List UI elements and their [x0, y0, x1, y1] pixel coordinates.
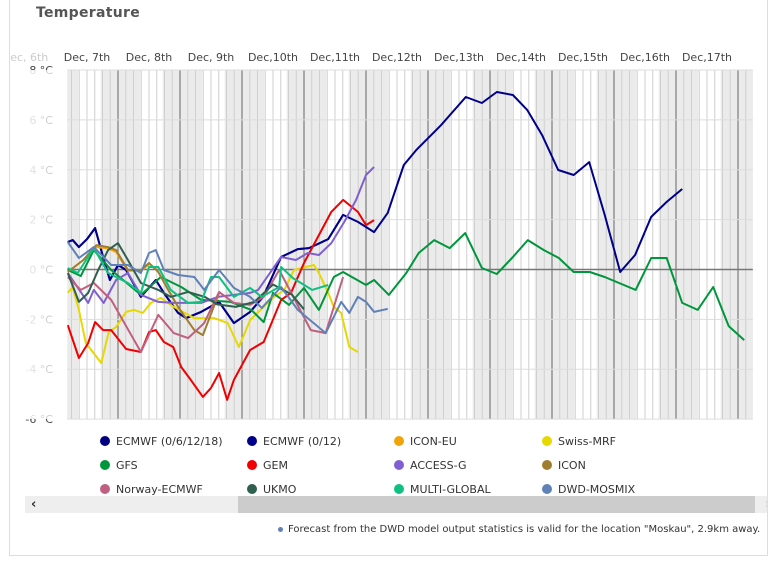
legend-item[interactable]: DWD-MOSMIX [542, 482, 635, 496]
x-tick-label: Dec, 6th [10, 51, 48, 64]
legend-item[interactable]: GEM [247, 458, 288, 472]
legend-item[interactable]: Swiss-MRF [542, 434, 616, 448]
series-line-dwd-mosmix [67, 241, 388, 335]
legend-dot-icon [100, 460, 110, 470]
legend-item[interactable]: ECMWF (0/12) [247, 434, 341, 448]
series-line-ecmwf-0-12- [67, 91, 683, 325]
night-band [596, 70, 637, 420]
series-line-access-g [67, 166, 375, 304]
legend-label: DWD-MOSMIX [558, 482, 636, 496]
night-band [67, 70, 79, 420]
series-line-ukmo [67, 242, 305, 311]
legend-item[interactable]: UKMO [247, 482, 296, 496]
legend-label: ICON [558, 458, 586, 472]
temperature-widget: Temperature 8 °C6 °C4 °C2 °C0 °C-2 °C-4 … [9, 0, 768, 556]
night-band [348, 70, 389, 420]
x-tick-label: Dec,16th [620, 51, 670, 64]
legend-label: ACCESS-G [410, 458, 467, 472]
legend-dot-icon [247, 460, 257, 470]
night-band [534, 70, 575, 420]
series-line-norway-ecmwf [67, 269, 345, 353]
scroll-right-arrow-icon[interactable]: › [766, 496, 767, 513]
series-group [67, 91, 745, 401]
footnote: Forecast from the DWD model output stati… [278, 524, 760, 535]
footnote-text: Forecast from the DWD model output stati… [288, 524, 761, 535]
series-line-multi-global [67, 247, 329, 304]
legend-item[interactable]: ECMWF (0/6/12/18) [100, 434, 223, 448]
series-line-gem [67, 198, 375, 401]
legend-label: GEM [263, 458, 288, 472]
legend-dot-icon [394, 436, 404, 446]
night-band [286, 70, 327, 420]
x-tick-label: Dec, 7th [64, 51, 111, 64]
legend-item[interactable]: Norway-ECMWF [100, 482, 203, 496]
legend-item[interactable]: MULTI-GLOBAL [394, 482, 491, 496]
bullet-icon [278, 527, 283, 532]
night-band [100, 70, 141, 420]
legend-dot-icon [394, 484, 404, 494]
scroll-left-arrow-icon[interactable]: ‹ [31, 497, 37, 512]
legend-label: Swiss-MRF [558, 434, 616, 448]
legend-item[interactable]: GFS [100, 458, 138, 472]
legend-dot-icon [542, 484, 552, 494]
series-line-swiss-mrf [67, 264, 359, 364]
legend-label: ECMWF (0/6/12/18) [116, 434, 223, 448]
legend-label: GFS [116, 458, 138, 472]
chart-title: Temperature [36, 5, 141, 21]
x-tick-label: Dec,12th [372, 51, 422, 64]
x-tick-label: Dec, 8th [126, 51, 173, 64]
legend-dot-icon [542, 460, 552, 470]
x-tick-label: Dec,15th [558, 51, 608, 64]
legend-label: Norway-ECMWF [116, 482, 203, 496]
legend-label: ECMWF (0/12) [263, 434, 342, 448]
temperature-chart: 8 °C6 °C4 °C2 °C0 °C-2 °C-4 °C-6 °CDec, … [10, 51, 753, 426]
legend-dot-icon [247, 436, 257, 446]
legend-label: ICON-EU [410, 434, 457, 448]
night-band [472, 70, 513, 420]
series-line-icon [67, 244, 221, 337]
x-tick-label: Dec,17th [682, 51, 732, 64]
x-tick-label: Dec,10th [248, 51, 298, 64]
x-tick-label: Dec,13th [434, 51, 484, 64]
night-band [720, 70, 753, 420]
x-tick-label: Dec,11th [310, 51, 360, 64]
night-band [224, 70, 265, 420]
scrolled-out-region [10, 70, 68, 420]
legend-dot-icon [247, 484, 257, 494]
legend-label: UKMO [263, 482, 297, 496]
series-line-gfs [67, 232, 745, 341]
legend-dot-icon [100, 436, 110, 446]
legend-dot-icon [542, 436, 552, 446]
legend-item[interactable]: ACCESS-G [394, 458, 467, 472]
legend-dot-icon [100, 484, 110, 494]
legend-label: MULTI-GLOBAL [410, 482, 491, 496]
x-tick-label: Dec,14th [496, 51, 546, 64]
horizontal-scrollbar[interactable]: ‹ › [25, 496, 767, 513]
scrollbar-thumb[interactable] [238, 496, 755, 513]
x-tick-label: Dec, 9th [188, 51, 235, 64]
night-band [658, 70, 699, 420]
night-band [162, 70, 203, 420]
legend-dot-icon [394, 460, 404, 470]
legend-item[interactable]: ICON [542, 458, 586, 472]
legend-item[interactable]: ICON-EU [394, 434, 457, 448]
